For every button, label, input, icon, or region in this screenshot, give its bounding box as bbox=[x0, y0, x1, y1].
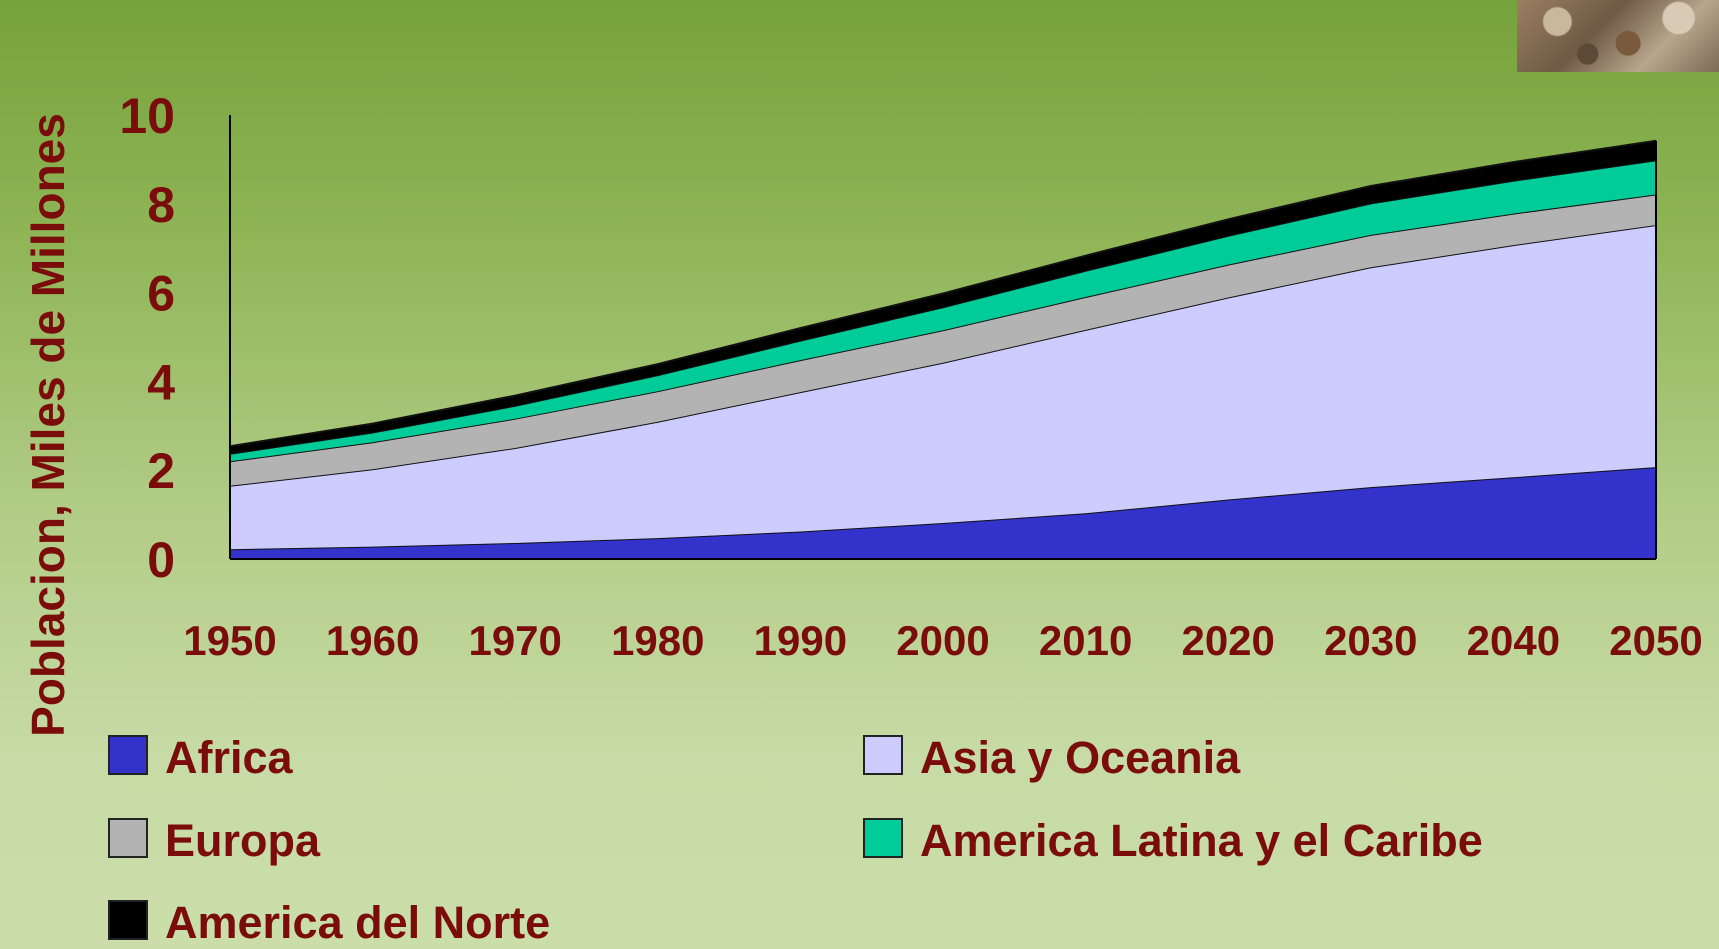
y-tick-label: 8 bbox=[147, 177, 175, 233]
y-tick-label: 0 bbox=[147, 532, 175, 588]
x-tick-label: 2010 bbox=[1039, 617, 1132, 664]
x-tick-label: 1980 bbox=[611, 617, 704, 664]
legend-label: Asia y Oceania bbox=[920, 732, 1241, 783]
x-tick-labels: 1950 1960 1970 1980 1990 2000 2010 2020 2030 2040… bbox=[183, 617, 1702, 664]
y-tick-labels: 0 2 4 6 8 10 bbox=[119, 88, 175, 588]
legend-swatch bbox=[863, 818, 903, 858]
legend-item-europa: Europa bbox=[108, 815, 321, 866]
area-boundary-line bbox=[229, 139, 1657, 448]
area-series-group bbox=[229, 139, 1657, 559]
legend-label: Africa bbox=[165, 732, 294, 783]
y-tick-label: 2 bbox=[147, 443, 175, 499]
legend-item-america-del-norte: America del Norte bbox=[108, 897, 550, 948]
x-tick-label: 1970 bbox=[468, 617, 561, 664]
y-tick-label: 4 bbox=[147, 354, 175, 410]
x-tick-label: 2040 bbox=[1467, 617, 1560, 664]
legend: Africa Asia y Oceania Europa America Latina… bbox=[108, 732, 1483, 948]
x-tick-label: 1950 bbox=[183, 617, 276, 664]
legend-swatch bbox=[108, 900, 148, 940]
y-axis-title: Poblacion, Miles de Millones bbox=[22, 113, 74, 737]
legend-label: America Latina y el Caribe bbox=[920, 815, 1483, 866]
legend-item-asia-y-oceania: Asia y Oceania bbox=[863, 732, 1241, 783]
legend-item-africa: Africa bbox=[108, 732, 294, 783]
x-tick-label: 2030 bbox=[1324, 617, 1417, 664]
legend-swatch bbox=[863, 735, 903, 775]
area-asia-y-oceania bbox=[230, 225, 1656, 550]
x-tick-label: 2020 bbox=[1181, 617, 1274, 664]
area-america-del-norte bbox=[230, 140, 1656, 454]
x-tick-label: 1960 bbox=[326, 617, 419, 664]
legend-swatch bbox=[108, 818, 148, 858]
y-tick-label: 6 bbox=[147, 266, 175, 322]
y-tick-label: 10 bbox=[119, 88, 175, 144]
legend-swatch bbox=[108, 735, 148, 775]
legend-item-america-latina-y-el-caribe: America Latina y el Caribe bbox=[863, 815, 1483, 866]
area-america-latina-y-el-caribe bbox=[230, 160, 1656, 462]
x-tick-label: 2000 bbox=[896, 617, 989, 664]
legend-label: America del Norte bbox=[165, 897, 550, 948]
legend-label: Europa bbox=[165, 815, 321, 866]
axes-group bbox=[229, 115, 1657, 560]
x-tick-label: 2050 bbox=[1609, 617, 1702, 664]
x-tick-label: 1990 bbox=[754, 617, 847, 664]
corner-photo-thumbnail bbox=[1517, 0, 1719, 72]
area-africa bbox=[230, 467, 1656, 559]
area-europa bbox=[230, 194, 1656, 486]
